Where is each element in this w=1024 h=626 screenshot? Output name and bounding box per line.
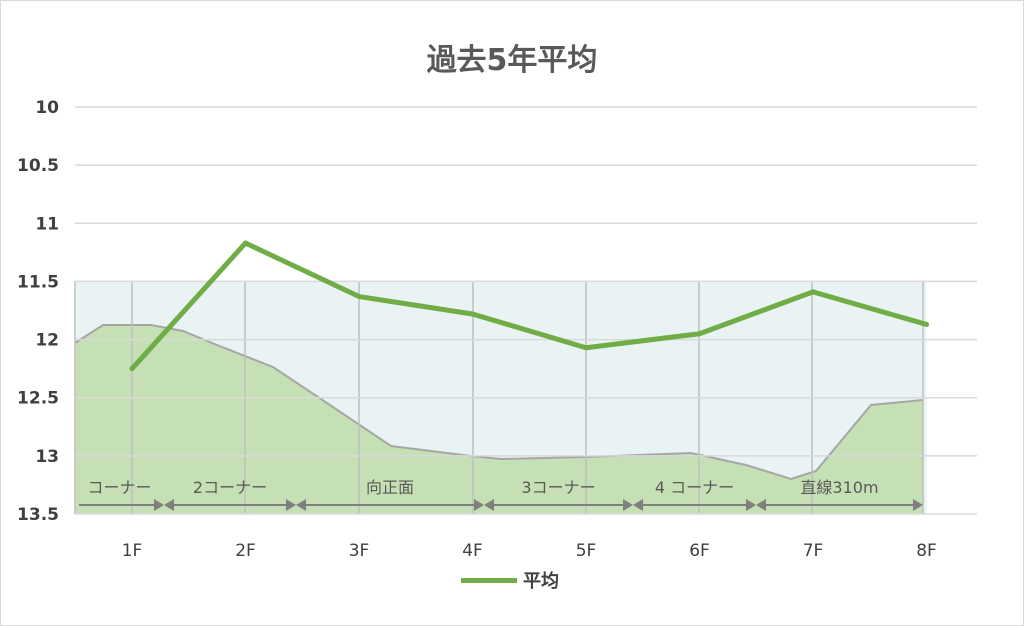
series-point <box>924 321 929 327</box>
series-line <box>129 240 929 372</box>
x-tick-label: 7F <box>803 541 824 561</box>
y-tick-label: 13 <box>35 447 59 467</box>
legend-swatch <box>461 577 517 583</box>
segment-label: 向正面 <box>366 478 414 497</box>
segment-label: 3コーナー <box>521 478 595 497</box>
segment-arrowhead-right <box>286 499 296 511</box>
course-terrain <box>75 325 923 514</box>
segment-arrowhead-right <box>746 499 756 511</box>
y-tick-label: 11 <box>35 214 59 234</box>
legend-label: 平均 <box>523 571 559 592</box>
y-tick-label: 13.5 <box>17 505 59 525</box>
segment-label: コーナー <box>87 478 151 497</box>
legend: 平均 <box>461 567 559 593</box>
x-tick-label: 3F <box>349 541 370 561</box>
y-tick-label: 10 <box>35 98 59 118</box>
x-tick-label: 2F <box>235 541 256 561</box>
segment-arrowhead-left <box>164 499 174 511</box>
y-tick-label: 10.5 <box>17 156 59 176</box>
series-point <box>129 366 135 372</box>
x-tick-label: 6F <box>689 541 710 561</box>
y-tick-label: 12.5 <box>17 389 59 409</box>
series-point <box>810 289 816 295</box>
series-point <box>243 240 248 246</box>
segment-arrowhead-left <box>484 499 494 511</box>
segment-arrowhead-right <box>623 499 633 511</box>
series-point <box>697 331 702 337</box>
series-point <box>356 294 362 300</box>
segment-arrowhead-left <box>756 499 766 511</box>
segment-arrowhead-left <box>633 499 643 511</box>
segment-arrowhead-right <box>154 499 164 511</box>
y-tick-label: 12 <box>35 331 59 351</box>
segment-arrowhead-left <box>296 499 306 511</box>
y-tick-label: 11.5 <box>17 272 59 292</box>
segment-arrowhead-right <box>913 499 923 511</box>
x-tick-label: 5F <box>576 541 597 561</box>
segment-label: 直線310m <box>800 478 878 497</box>
x-tick-label: 1F <box>122 541 143 561</box>
series-point <box>470 311 475 317</box>
x-tick-label: 8F <box>916 541 937 561</box>
chart-title: 過去5年平均 <box>426 43 598 78</box>
segment-arrowhead-right <box>474 499 484 511</box>
x-tick-label: 4F <box>462 541 483 561</box>
segment-label: 4 コーナー <box>655 478 734 497</box>
series-point <box>583 345 589 351</box>
segment-label: 2コーナー <box>193 478 267 497</box>
